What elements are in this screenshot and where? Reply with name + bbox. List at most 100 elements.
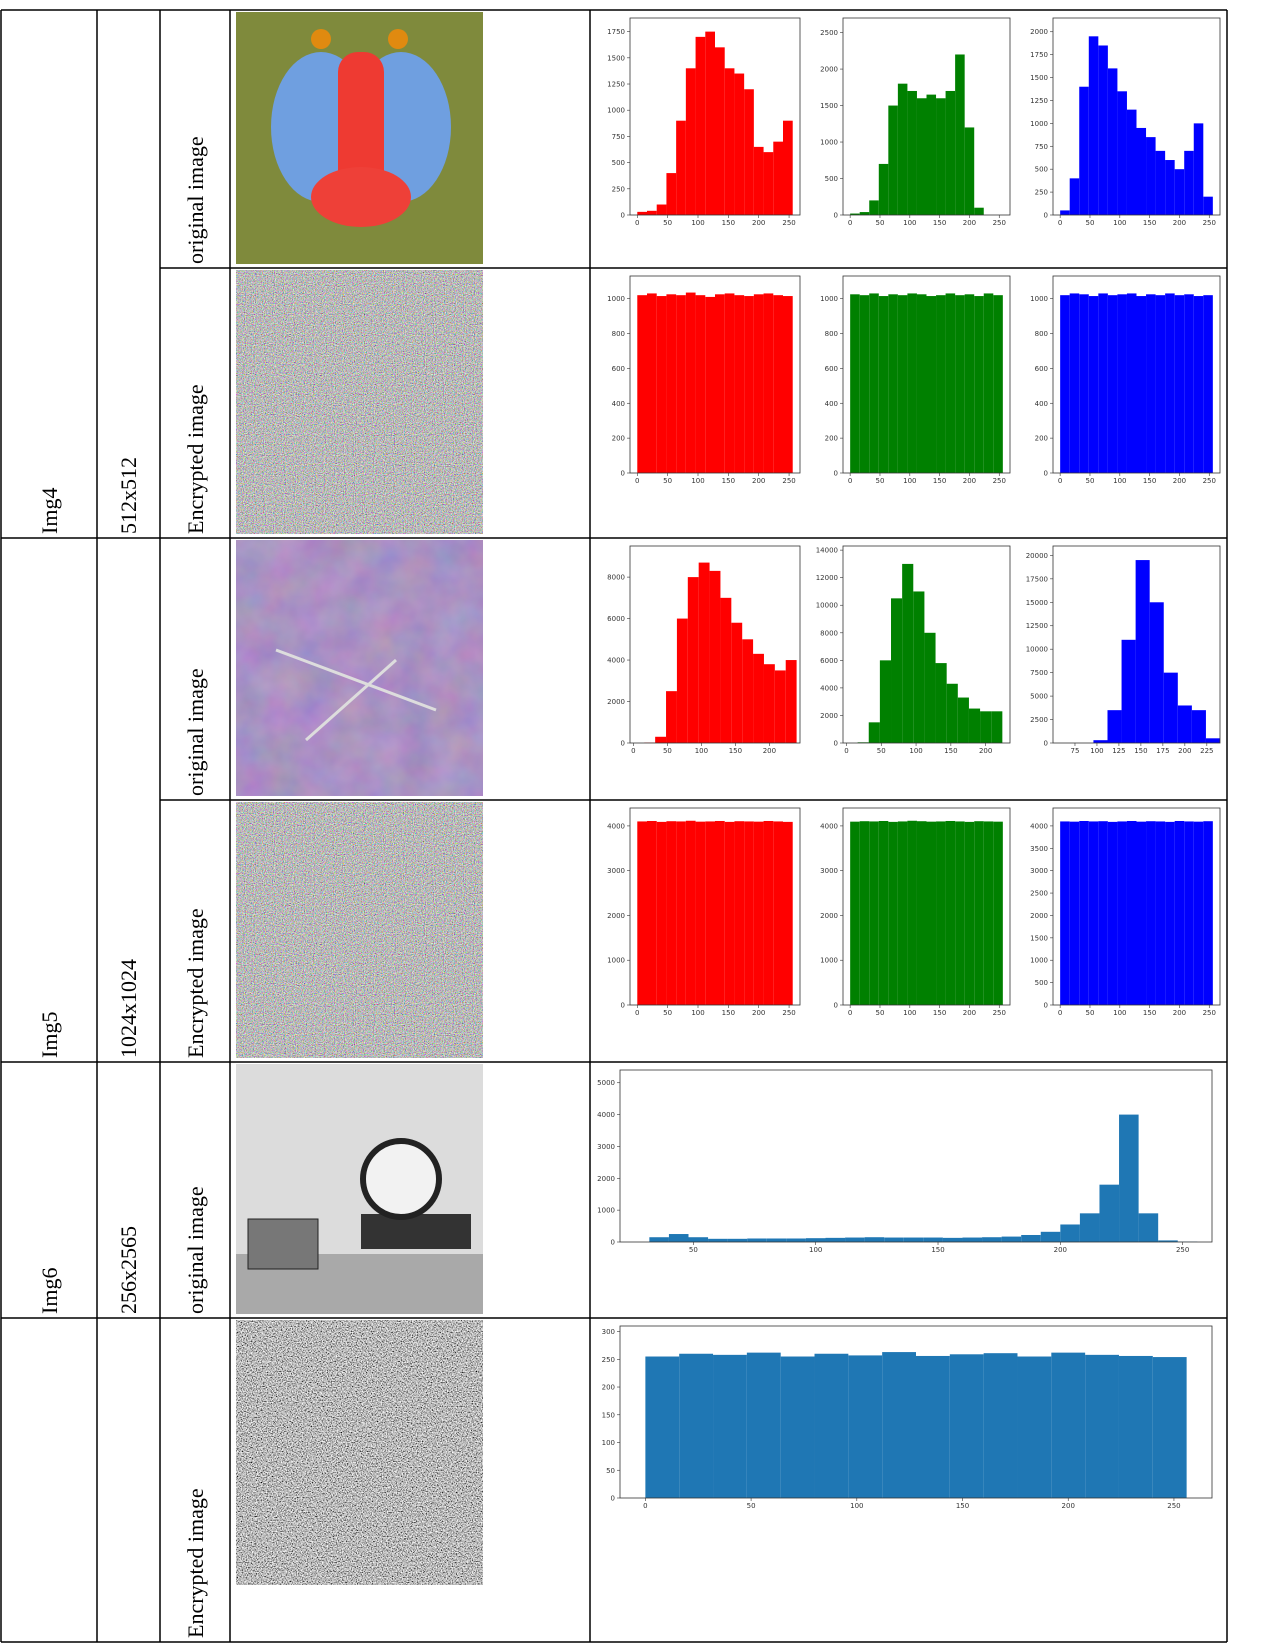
bar: [685, 820, 696, 1005]
bar: [1051, 1352, 1086, 1498]
x-tick-label: 250: [782, 477, 795, 485]
histogram: [857, 563, 1003, 743]
y-tick-label: 600: [612, 365, 625, 373]
x-tick-label: 200: [763, 747, 776, 755]
x-tick-label: 0: [635, 1009, 639, 1017]
y-tick-label: 2000: [607, 912, 625, 920]
bar: [1205, 738, 1220, 743]
y-tick-label: 200: [825, 435, 838, 443]
histogram: [637, 31, 793, 215]
bar: [1138, 1213, 1159, 1242]
bar: [1021, 1234, 1041, 1242]
plot-frame: [1052, 275, 1221, 474]
y-tick-label: 600: [825, 365, 838, 373]
x-tick-label: 100: [903, 1009, 916, 1017]
histogram: [850, 54, 984, 215]
bar: [882, 1352, 916, 1498]
y-tick-label: 0: [834, 740, 838, 748]
bar: [878, 296, 889, 473]
bar: [1093, 740, 1108, 743]
y-tick-label: 0: [621, 740, 625, 748]
x-tick-label: 100: [850, 1502, 863, 1510]
bar: [695, 295, 706, 473]
bar: [715, 294, 725, 473]
bar: [869, 200, 879, 215]
bar: [1107, 821, 1118, 1005]
bar: [949, 1354, 984, 1498]
x-tick-label: 100: [909, 747, 922, 755]
bar: [1165, 293, 1175, 473]
bar: [884, 1237, 904, 1242]
y-tick-label: 2500: [1030, 890, 1048, 898]
bar: [845, 1237, 865, 1242]
bar: [647, 210, 657, 215]
bar: [1117, 821, 1127, 1005]
bar: [705, 31, 715, 215]
histogram: [1060, 820, 1213, 1005]
y-tick-label: 1000: [1030, 295, 1048, 303]
bar: [1146, 137, 1156, 215]
x-tick-label: 100: [1113, 219, 1126, 227]
y-tick-label: 12000: [816, 574, 838, 582]
bar: [891, 598, 903, 743]
bar: [907, 90, 917, 215]
bar: [1088, 36, 1099, 215]
x-tick-label: 200: [1178, 747, 1191, 755]
y-tick-label: 14000: [816, 547, 838, 555]
plot-frame: [842, 275, 1011, 474]
y-tick-label: 1000: [597, 1207, 615, 1215]
bar: [1098, 821, 1108, 1005]
x-tick-label: 50: [1086, 477, 1095, 485]
y-tick-label: 1000: [820, 139, 838, 147]
bar: [1079, 86, 1089, 215]
bar: [850, 213, 860, 215]
bar: [1136, 821, 1147, 1005]
bar: [902, 563, 914, 743]
plot-frame: [1052, 807, 1221, 1006]
y-tick-label: 2000: [1030, 28, 1048, 36]
bar: [713, 1354, 747, 1498]
bar: [864, 1237, 885, 1242]
bar: [1079, 294, 1089, 473]
bar: [1099, 1184, 1120, 1242]
bar: [1060, 295, 1070, 473]
photo: [236, 802, 483, 1058]
plot-frame: [842, 545, 1011, 744]
bar: [763, 152, 774, 215]
bar: [1107, 295, 1118, 473]
y-tick-label: 17500: [1026, 575, 1048, 583]
photo: [236, 1320, 483, 1585]
x-tick-label: 250: [782, 1009, 795, 1017]
bar: [1165, 821, 1175, 1005]
y-tick-label: 2500: [820, 29, 838, 37]
runway: [305, 658, 397, 742]
bar: [913, 591, 925, 743]
bar: [1165, 160, 1175, 215]
photo: [236, 12, 483, 264]
bar: [685, 292, 696, 473]
x-tick-label: 250: [1167, 1502, 1180, 1510]
bar: [1146, 821, 1156, 1005]
bar: [763, 293, 774, 473]
bar: [1126, 109, 1137, 215]
y-tick-label: 15000: [1026, 599, 1048, 607]
y-tick-label: 200: [602, 1384, 615, 1392]
bar: [1146, 294, 1156, 473]
x-tick-label: 150: [931, 1246, 944, 1254]
bar: [868, 722, 880, 743]
bar: [1193, 123, 1204, 215]
x-tick-label: 250: [1203, 219, 1216, 227]
bar: [656, 296, 667, 473]
x-tick-label: 150: [1134, 747, 1147, 755]
bar: [1060, 1224, 1080, 1242]
bar: [647, 293, 657, 473]
y-tick-label: 2000: [820, 712, 838, 720]
y-tick-label: 4000: [597, 1111, 615, 1119]
bar: [1203, 196, 1213, 215]
bar: [715, 820, 725, 1005]
bar: [773, 141, 783, 215]
bar: [744, 821, 754, 1005]
image-name: Img6: [37, 1268, 62, 1314]
y-tick-label: 1750: [1030, 51, 1048, 59]
bar: [1060, 210, 1070, 215]
